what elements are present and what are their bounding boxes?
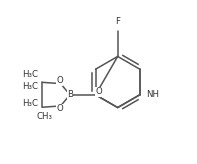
- Text: O: O: [95, 87, 102, 96]
- Text: F: F: [115, 17, 120, 26]
- Text: NH: NH: [146, 90, 159, 99]
- Text: H₃C: H₃C: [22, 99, 38, 108]
- Text: O: O: [56, 76, 63, 85]
- Text: H₃C: H₃C: [22, 70, 38, 79]
- Text: CH₃: CH₃: [36, 112, 52, 121]
- Text: B: B: [67, 90, 73, 99]
- Text: O: O: [56, 104, 63, 113]
- Text: H₃C: H₃C: [22, 82, 38, 91]
